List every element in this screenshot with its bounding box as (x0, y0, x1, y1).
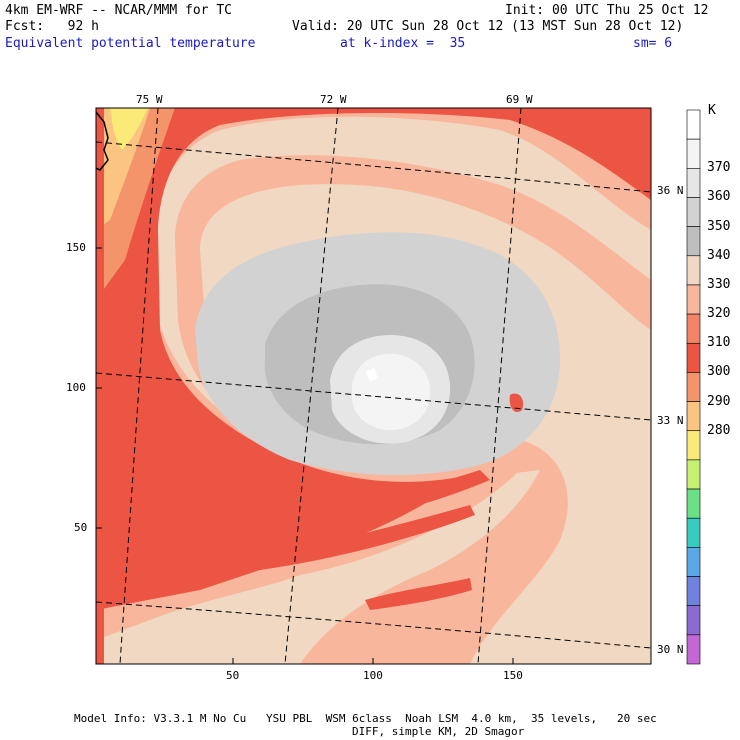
colorbar-level-label: 310 (707, 335, 731, 351)
x-tick-150: 150 (503, 669, 523, 682)
colorbar-level-label: 290 (707, 393, 731, 409)
colorbar-level-label: 320 (707, 306, 731, 322)
lat-label-33n: 33 N (657, 414, 684, 427)
valid-time: Valid: 20 UTC Sun 28 Oct 12 (13 MST Sun … (292, 19, 684, 34)
model-info: Model Info: V3.3.1 M No Cu YSU PBL WSM 6… (74, 712, 657, 725)
coastline (96, 111, 109, 171)
level-info: at k-index = 35 (340, 36, 466, 51)
smoothing-info: sm= 6 (633, 36, 673, 51)
forecast-hour: Fcst: 92 h (5, 19, 99, 34)
colorbar-swatch (686, 109, 701, 140)
lon-label-75w: 75 W (136, 93, 163, 106)
colorbar-level-label: 370 (707, 160, 731, 176)
lon-label-72w: 72 W (320, 93, 347, 106)
colorbar-swatch (686, 401, 701, 432)
colorbar-swatch (686, 197, 701, 227)
colorbar-level-label: 340 (707, 247, 731, 263)
colorbar-swatch (686, 517, 701, 548)
colorbar-swatch (686, 605, 701, 636)
colorbar-swatch (686, 255, 701, 286)
colorbar-swatch (686, 430, 701, 461)
colorbar-level-label: 280 (707, 422, 731, 438)
colorbar-swatch (686, 313, 701, 344)
x-tick-50: 50 (226, 669, 240, 682)
colorbar-swatch (686, 488, 701, 519)
x-tick-100: 100 (363, 669, 383, 682)
colorbar-level-label: 330 (707, 276, 731, 292)
colorbar-swatch (686, 168, 701, 198)
model-title: 4km EM-WRF -- NCAR/MMM for TC (5, 3, 232, 18)
colorbar-level-label: 300 (707, 364, 731, 380)
colorbar-level-label: 360 (707, 189, 731, 205)
colorbar-swatch (686, 459, 701, 490)
y-tick-150: 150 (66, 241, 86, 254)
y-tick-50: 50 (74, 521, 88, 534)
colorbar-swatch (686, 634, 701, 665)
colorbar-level-label: 350 (707, 218, 731, 234)
colorbar-swatch (686, 284, 701, 315)
colorbar-swatch (686, 342, 701, 373)
field-name: Equivalent potential temperature (5, 36, 256, 51)
lat-label-36n: 36 N (657, 184, 684, 197)
colorbar-swatch (686, 547, 701, 577)
y-tick-100: 100 (66, 381, 86, 394)
colorbar-swatch (686, 372, 701, 402)
contour-field (96, 108, 651, 664)
colorbar-swatch (686, 226, 701, 257)
init-time: Init: 00 UTC Thu 25 Oct 12 (505, 3, 709, 18)
colorbar-swatch (686, 576, 701, 606)
colorbar-swatch (686, 138, 701, 169)
colorbar (686, 109, 701, 665)
lat-label-30n: 30 N (657, 643, 684, 656)
colorbar-unit: K (708, 103, 716, 118)
lat-lon-grid (96, 108, 651, 664)
lon-label-69w: 69 W (506, 93, 533, 106)
model-info-physics: DIFF, simple KM, 2D Smagor (352, 725, 525, 738)
